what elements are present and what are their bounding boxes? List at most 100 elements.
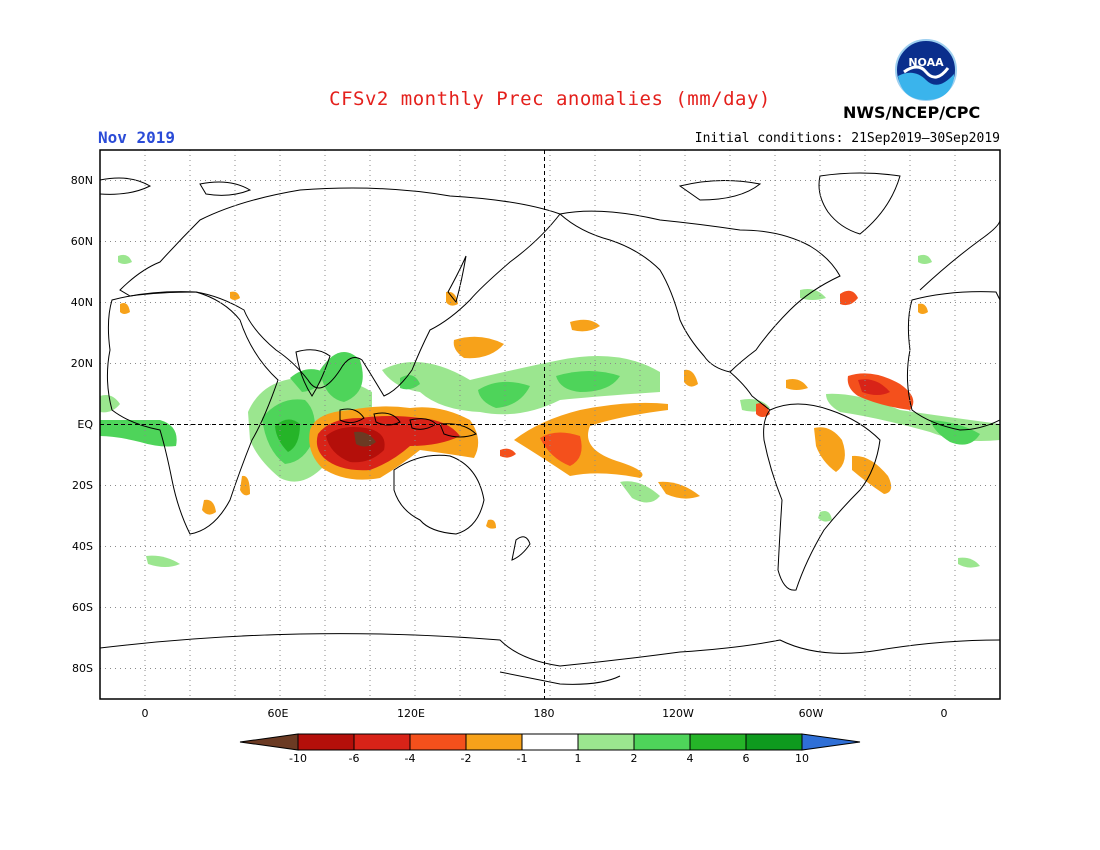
colorbar-tick-label: 2	[631, 752, 638, 765]
colorbar-end-high	[801, 733, 861, 751]
anomaly-positive	[478, 381, 530, 408]
arctic-outline	[678, 179, 762, 201]
map-title: CFSv2 monthly Prec anomalies (mm/day)	[329, 88, 771, 110]
colorbar-end-low	[239, 733, 299, 751]
eurasia-outline	[119, 187, 561, 397]
new-zealand-outline	[511, 536, 531, 561]
colorbar-swatch	[521, 733, 579, 751]
japan-outline	[447, 255, 467, 304]
lat-tick-label: 60N	[71, 235, 93, 248]
north-america-outline	[558, 210, 841, 373]
logo-text: NOAA	[908, 56, 944, 69]
colorbar-tick-label: 4	[687, 752, 694, 765]
colorbar-swatch	[633, 733, 691, 751]
arctic-outline	[199, 181, 252, 196]
anomaly-negative	[814, 427, 845, 472]
colorbar-tick-label: 1	[575, 752, 582, 765]
colorbar-tick-label: 10	[795, 752, 809, 765]
colorbar-swatch	[689, 733, 747, 751]
colorbar-swatch	[465, 733, 523, 751]
colorbar-swatch	[297, 733, 355, 751]
lat-tick-label: 40S	[72, 540, 93, 553]
colorbar-swatch	[409, 733, 467, 751]
colorbar: -10 -6 -4 -2 -1 1 2 4 6 10	[239, 733, 861, 765]
colorbar-tick-label: 6	[743, 752, 750, 765]
colorbar-swatch	[745, 733, 803, 751]
south-america-outline	[763, 403, 881, 591]
india-outline	[295, 349, 331, 397]
anomaly-positive	[146, 555, 180, 567]
anomaly-negative	[684, 369, 698, 387]
anomaly-positive	[100, 420, 177, 447]
coastlines	[100, 172, 1000, 685]
colorbar-tick-label: -6	[349, 752, 360, 765]
lat-tick-label: 20N	[71, 357, 93, 370]
island-outline	[339, 408, 365, 424]
lon-tick-label: 120E	[397, 707, 425, 720]
anomaly-positive	[556, 371, 620, 392]
colorbar-tick-label: -10	[289, 752, 307, 765]
greenland-outline	[818, 172, 901, 235]
noaa-logo-icon: NOAA	[895, 39, 957, 101]
anomaly-negative	[658, 481, 700, 499]
anomaly-negative	[486, 519, 496, 529]
initial-conditions: Initial conditions: 21Sep2019–30Sep2019	[694, 131, 1000, 146]
lon-tick-label: 0	[142, 707, 149, 720]
anomaly-negative	[840, 290, 858, 306]
africa-east-outline	[906, 291, 1000, 431]
anomaly-negative	[570, 319, 600, 332]
africa-outline	[106, 291, 279, 535]
anomaly-positive	[958, 557, 980, 568]
colorbar-tick-label: -2	[461, 752, 472, 765]
lat-tick-label: 40N	[71, 296, 93, 309]
anomaly-positive	[800, 289, 826, 300]
anomaly-negative	[202, 499, 216, 515]
lat-tick-label: 20S	[72, 479, 93, 492]
antarctica-outline	[100, 633, 1000, 667]
lon-tick-label: 180	[534, 707, 555, 720]
anomaly-positive	[818, 511, 832, 522]
antarctica-outline	[499, 671, 621, 685]
europe-east-outline	[919, 219, 1000, 291]
anomaly-negative	[514, 402, 668, 478]
anomaly-negative	[120, 303, 130, 314]
colorbar-swatch	[577, 733, 635, 751]
colorbar-tick-label: -1	[517, 752, 528, 765]
anomaly-negative	[500, 448, 516, 458]
anomaly-positive	[275, 419, 300, 452]
australia-outline	[393, 454, 485, 535]
colorbar-swatch	[353, 733, 411, 751]
central-america-outline	[729, 371, 771, 411]
anomaly-positive	[918, 254, 932, 264]
anomaly-negative	[786, 379, 808, 390]
lon-axis: 0 60E 120E 180 120W 60W 0	[142, 707, 948, 720]
anomaly-positive	[320, 352, 363, 402]
island-outline	[373, 412, 401, 426]
agency-label: NWS/NCEP/CPC	[843, 103, 981, 122]
arctic-outline	[100, 177, 152, 195]
anomaly-positive	[930, 420, 980, 445]
anomaly-positive	[118, 254, 132, 264]
anomaly-positive	[290, 369, 324, 392]
lat-tick-label: EQ	[77, 418, 93, 431]
anomaly-negative	[858, 379, 890, 395]
map-frame	[99, 149, 1001, 700]
lat-tick-label: 60S	[72, 601, 93, 614]
anomaly-negative	[756, 403, 770, 417]
lat-axis: 80N 60N 40N 20N EQ 20S 40S 60S 80S	[71, 174, 94, 675]
lon-tick-label: 120W	[662, 707, 694, 720]
forecast-month: Nov 2019	[98, 128, 176, 147]
lon-tick-label: 0	[941, 707, 948, 720]
anomaly-positive	[620, 481, 660, 503]
anomaly-negative	[852, 455, 892, 494]
anomaly-negative	[918, 303, 928, 314]
anomaly-negative	[354, 431, 376, 447]
lon-tick-label: 60E	[268, 707, 289, 720]
colorbar-tick-label: -4	[405, 752, 416, 765]
lat-tick-label: 80S	[72, 662, 93, 675]
lat-tick-label: 80N	[71, 174, 93, 187]
lon-tick-label: 60W	[799, 707, 824, 720]
anomaly-negative	[446, 291, 458, 306]
anomaly-negative	[453, 336, 504, 359]
